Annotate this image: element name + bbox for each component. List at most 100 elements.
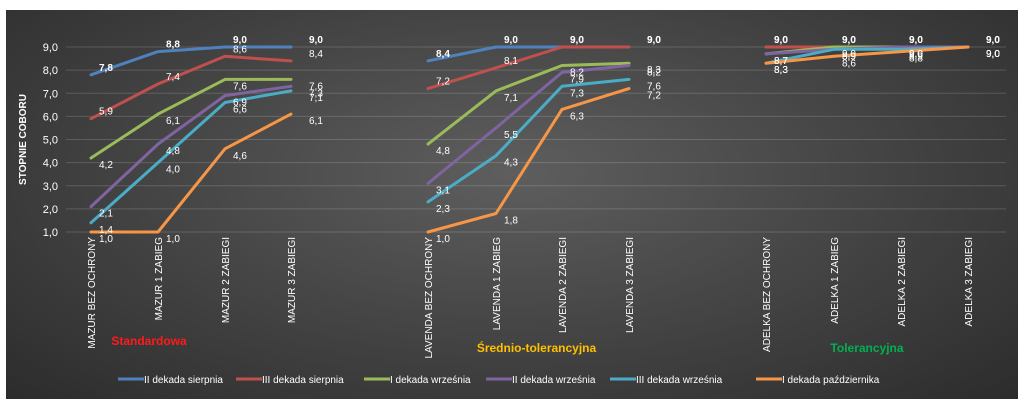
- data-label: 9,0: [842, 35, 856, 46]
- series-line: [89, 89, 293, 225]
- data-label: 8,3: [774, 65, 788, 76]
- data-label: 7,9: [570, 74, 584, 85]
- data-label: 1,4: [99, 225, 113, 236]
- data-label: 4,0: [166, 165, 180, 176]
- legend-label: II dekada września: [512, 375, 596, 386]
- data-label: 7,2: [436, 77, 450, 88]
- x-tick-label: LAVENDA 1 ZABIEG: [492, 237, 503, 330]
- data-label: 8,7: [774, 56, 788, 67]
- data-label: 8,6: [233, 44, 247, 55]
- data-label: 8,3: [774, 65, 788, 76]
- data-label: 9,0: [233, 35, 247, 46]
- data-label: 8,8: [166, 40, 180, 51]
- series-line: [426, 87, 631, 234]
- data-label: 8,4: [309, 49, 323, 60]
- group-label: Standardowa: [111, 334, 187, 348]
- y-tick-label: 7,0: [43, 88, 58, 100]
- data-label: 2,3: [436, 204, 450, 215]
- data-label: 9,0: [570, 35, 584, 46]
- data-label: 1,0: [99, 234, 113, 245]
- data-label: 9,0: [647, 35, 661, 46]
- x-tick-label: LAVENDA 2 ZABIEGI: [558, 237, 569, 333]
- data-label: 4,3: [504, 158, 518, 169]
- data-label: 9,0: [909, 49, 923, 60]
- y-tick-label: 1,0: [43, 227, 58, 239]
- y-tick-label: 2,0: [43, 204, 58, 216]
- x-tick-label: LAVENDA BEZ OCHRONY: [424, 237, 435, 359]
- x-tick-label: LAVENDA 3 ZABIEGI: [625, 237, 636, 333]
- x-tick-label: ADELKA 2 ZABIEGI: [897, 237, 908, 326]
- data-label: 9,0: [842, 49, 856, 60]
- y-tick-label: 5,0: [43, 135, 58, 147]
- data-label: 7,3: [570, 88, 584, 99]
- data-label: 3,1: [436, 185, 450, 196]
- series-line: [89, 84, 293, 209]
- line-chart: 1,0 2,0 3,0 4,0 5,0 6,0 7,0 8,0 9,0 STOPNIE COBOR…: [18, 35, 1006, 386]
- data-label: 2,1: [99, 209, 113, 220]
- data-label: 4,8: [436, 146, 450, 157]
- data-label: 9,0: [842, 35, 856, 46]
- data-label: 6,6: [233, 105, 247, 116]
- series-line: [426, 77, 631, 204]
- x-tick-label: MAZUR BEZ OCHRONY: [87, 237, 98, 349]
- series-line: [89, 45, 293, 77]
- data-label: 8,9: [909, 51, 923, 62]
- y-tick-label: 6,0: [43, 111, 58, 123]
- series-line: [426, 45, 631, 91]
- y-tick-label: 9,0: [43, 42, 58, 54]
- data-label: 8,2: [647, 68, 661, 79]
- x-tick-label: MAZUR 1 ZABIEG: [154, 237, 165, 321]
- y-axis-title: STOPNIE COBORU: [18, 94, 29, 185]
- series-line: [89, 112, 293, 234]
- data-label: 6,1: [166, 116, 180, 127]
- series-line: [426, 61, 631, 146]
- legend-label: I dekada września: [390, 375, 471, 386]
- x-tick-label: ADELKA BEZ OCHRONY: [762, 237, 773, 352]
- data-label: 1,0: [166, 234, 180, 245]
- data-label: 6,9: [233, 98, 247, 109]
- data-label: 7,6: [309, 81, 323, 92]
- data-label: 8,3: [647, 65, 661, 76]
- data-label: 8,9: [842, 51, 856, 62]
- x-tick-label: MAZUR 2 ZABIEGI: [221, 237, 232, 323]
- series-line: [426, 64, 631, 185]
- data-label: 4,8: [166, 146, 180, 157]
- data-label: 4,2: [99, 160, 113, 171]
- data-label: 9,0: [986, 49, 1000, 60]
- data-label: 7,6: [233, 81, 247, 92]
- data-label: 9,0: [986, 35, 1000, 46]
- data-label: 8,9: [842, 51, 856, 62]
- data-label: 8,1: [504, 56, 518, 67]
- data-label: 7,8: [99, 63, 113, 74]
- legend-label: III dekada września: [636, 375, 723, 386]
- data-label: 9,0: [909, 35, 923, 46]
- y-tick-label: 8,0: [43, 65, 58, 77]
- series-line: [89, 54, 293, 121]
- data-label: 9,0: [986, 49, 1000, 60]
- data-label: 9,0: [647, 35, 661, 46]
- y-tick-label: 4,0: [43, 158, 58, 170]
- data-label: 7,1: [504, 93, 518, 104]
- data-label: 5,5: [504, 130, 518, 141]
- data-label: 7,3: [309, 88, 323, 99]
- group-label: Średnio-tolerancyjna: [477, 340, 597, 355]
- legend-label: I dekada października: [782, 375, 880, 386]
- group-label: Tolerancyjna: [830, 341, 903, 355]
- legend-label: II dekada sierpnia: [144, 375, 223, 386]
- chart-frame: 1,0 2,0 3,0 4,0 5,0 6,0 7,0 8,0 9,0 STOPNIE COBOR…: [6, 10, 1018, 399]
- data-label: 1,0: [436, 234, 450, 245]
- data-label: 8,4: [436, 49, 450, 60]
- data-label: 6,3: [570, 111, 584, 122]
- data-label: 9,0: [309, 35, 323, 46]
- data-label: 9,0: [986, 35, 1000, 46]
- data-label: 7,6: [647, 81, 661, 92]
- data-label: 7,2: [647, 91, 661, 102]
- data-label: 8,2: [570, 68, 584, 79]
- data-label: 9,0: [909, 35, 923, 46]
- data-label: 5,9: [99, 107, 113, 118]
- data-label: 9,0: [909, 49, 923, 60]
- data-label: 8,8: [909, 54, 923, 65]
- x-tick-label: ADELKA 1 ZABIEG: [830, 237, 841, 324]
- data-label: 9,0: [986, 49, 1000, 60]
- series-line: [764, 45, 970, 65]
